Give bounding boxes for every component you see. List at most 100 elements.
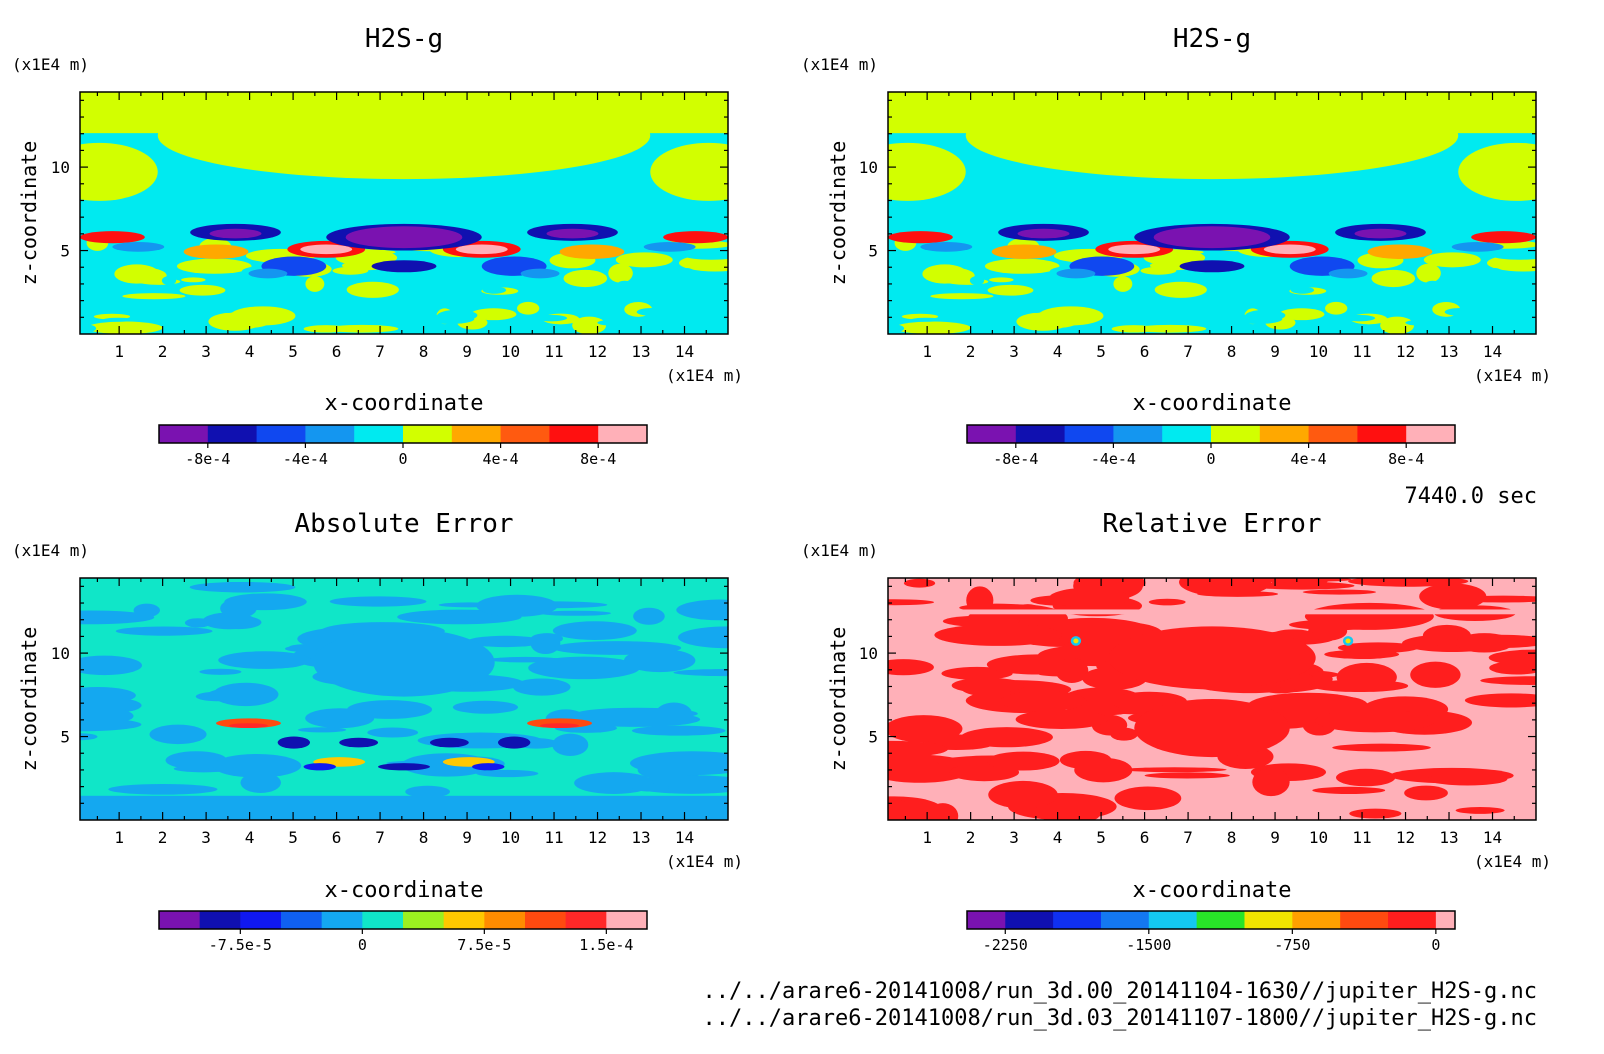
x-tick-label: 9: [1270, 828, 1280, 847]
field-region: [114, 264, 160, 284]
field-region: [650, 142, 728, 201]
field-region: [183, 244, 249, 259]
x-tick-label: 12: [588, 342, 607, 361]
field-region: [1289, 619, 1388, 631]
colorbar-swatch: [967, 911, 1006, 929]
field-region: [437, 263, 484, 272]
field-region: [472, 763, 505, 771]
colorbar-swatch: [1388, 911, 1437, 929]
x-tick-label: 6: [332, 828, 342, 847]
field-region: [520, 268, 560, 279]
field-region: [300, 244, 353, 255]
field-region: [636, 307, 668, 316]
colorbar-swatch: [1259, 425, 1310, 443]
field-region: [1471, 231, 1536, 244]
x-unit-label: (x1E4 m): [666, 852, 743, 871]
field-region: [1512, 303, 1527, 313]
field-region: [663, 231, 728, 244]
field-region: [1235, 578, 1352, 583]
colorbar-swatch: [1113, 425, 1163, 443]
field-region: [1154, 281, 1207, 298]
field-region: [346, 281, 399, 298]
colorbar-tick-label: 1.5e-4: [579, 936, 633, 954]
y-axis-label: z-coordinate: [17, 627, 41, 772]
field-region: [401, 306, 426, 315]
field-region: [984, 258, 1060, 274]
x-tick-label: 6: [1140, 342, 1150, 361]
field-region: [277, 736, 311, 749]
field-region: [305, 276, 325, 292]
field-region: [339, 737, 379, 748]
field-region: [470, 308, 517, 321]
field-region: [888, 740, 948, 758]
field-region: [1108, 626, 1316, 690]
field-region: [988, 780, 1058, 809]
x-tick-label: 5: [288, 828, 298, 847]
field-region: [80, 695, 136, 713]
field-region: [624, 648, 696, 673]
field-region: [476, 769, 539, 778]
field-region: [1380, 316, 1415, 334]
colorbar-swatch: [159, 911, 201, 929]
colorbar-swatch: [1308, 425, 1358, 443]
field-region: [1230, 295, 1274, 305]
field-region: [903, 578, 936, 588]
field-region: [1494, 253, 1536, 260]
field-region: [437, 309, 478, 321]
field-region: [313, 628, 495, 697]
field-region: [248, 268, 288, 279]
x-axis-label: x-coordinate: [325, 878, 484, 903]
colorbar-swatch: [240, 911, 282, 929]
field-region: [172, 302, 195, 307]
x-tick-label: 13: [631, 828, 650, 847]
colorbar-frame: [158, 910, 648, 930]
field-region: [1348, 578, 1469, 587]
field-region: [1278, 308, 1325, 321]
field-region: [597, 319, 641, 327]
x-tick-label: 10: [501, 828, 520, 847]
x-tick-label: 4: [1053, 828, 1063, 847]
colorbar-swatch: [525, 911, 567, 929]
y-unit-label: (x1E4 m): [801, 541, 878, 560]
field-region: [1485, 267, 1504, 281]
field-region: [139, 250, 161, 264]
field-region: [563, 269, 608, 288]
field-region: [922, 264, 968, 284]
field-region: [371, 260, 437, 273]
field-region: [572, 316, 607, 334]
x-tick-label: 11: [1352, 342, 1371, 361]
x-tick-label: 12: [1396, 342, 1415, 361]
field-region: [1416, 263, 1441, 283]
x-tick-label: 5: [1096, 342, 1106, 361]
field-region: [889, 277, 923, 283]
field-region: [80, 324, 97, 333]
field-region: [951, 677, 1025, 694]
colorbar-swatch: [159, 425, 209, 443]
colorbar-swatch: [1015, 425, 1066, 443]
field-region: [1417, 293, 1431, 302]
field-region: [1338, 651, 1391, 660]
colorbar-swatch: [1148, 911, 1198, 929]
field-region: [1209, 306, 1234, 315]
field-region: [240, 772, 281, 793]
field-region: [195, 691, 240, 702]
field-region: [1148, 598, 1186, 606]
field-region: [80, 655, 143, 676]
field-region: [517, 301, 540, 315]
field-region: [941, 666, 1013, 680]
field-region: [1153, 226, 1271, 249]
field-region: [1263, 244, 1316, 255]
field-region: [1349, 808, 1402, 819]
field-region: [1037, 306, 1104, 326]
colorbar-tick-label: 8e-4: [1388, 450, 1424, 468]
field-region: [888, 324, 905, 333]
colorbar-tick-label: -8e-4: [993, 450, 1038, 468]
x-tick-label: 6: [1140, 828, 1150, 847]
field-region: [115, 626, 213, 636]
field-region: [1031, 617, 1154, 647]
field-region: [1419, 583, 1487, 610]
colorbar-swatch: [281, 911, 323, 929]
field-region: [161, 276, 177, 286]
field-region: [654, 290, 682, 304]
field-region: [157, 92, 651, 180]
